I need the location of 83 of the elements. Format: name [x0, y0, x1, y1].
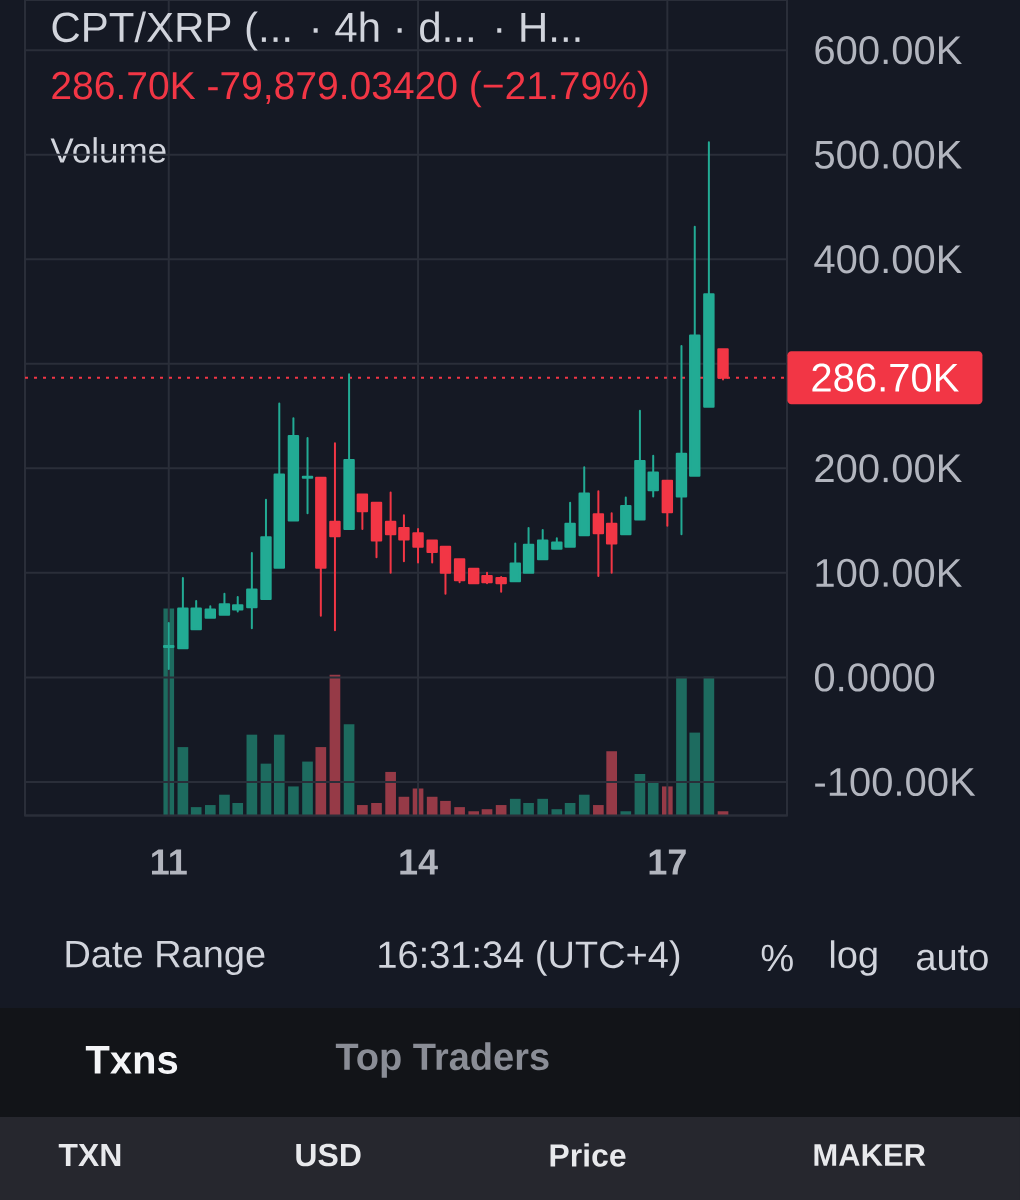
ref-line-label: 286.70K	[812, 363, 959, 392]
y-tick-label: -100.00K	[815, 767, 976, 797]
candlestick	[232, 595, 244, 613]
candlestick	[384, 491, 397, 574]
bar	[273, 734, 285, 816]
candlestick	[495, 576, 507, 593]
chart-title: CPT/XRP (... · 4h · d... · H...	[52, 11, 580, 51]
bar	[385, 771, 396, 816]
candlestick	[163, 622, 175, 671]
candlestick	[605, 512, 618, 574]
y-tick-label: 100.00K	[816, 558, 962, 588]
text: USD	[296, 1143, 361, 1167]
y-tick-label: 500.00K	[815, 140, 962, 169]
bar	[426, 796, 438, 816]
chart-title: Volume	[50, 137, 166, 163]
candlestick	[287, 417, 300, 522]
y-tick-label: 400.00K	[814, 245, 962, 274]
candlestick	[620, 496, 632, 536]
text: Txns	[85, 1046, 178, 1074]
bar	[288, 786, 299, 816]
bar	[204, 805, 216, 816]
x-tick-label: 11	[151, 849, 187, 875]
y-tick-label: 200.00K	[815, 454, 962, 483]
candlestick	[398, 514, 410, 563]
bar	[440, 800, 451, 816]
candlestick	[592, 490, 605, 577]
bar	[232, 802, 244, 816]
text: 16:31:34 (UTC+4)	[379, 940, 680, 976]
candlestick	[509, 542, 521, 583]
candlestick	[356, 493, 369, 530]
candlestick	[343, 373, 355, 530]
bar	[689, 732, 701, 816]
text: 286.70K -79,879.03420 (−21.79%)	[52, 70, 648, 108]
candlestick	[218, 592, 231, 616]
candlestick	[273, 402, 285, 569]
candlestick	[439, 545, 452, 595]
candlestick	[522, 526, 535, 574]
candlestick	[412, 527, 424, 564]
candlestick	[301, 437, 314, 515]
text: TXN	[58, 1143, 121, 1167]
bar	[219, 794, 230, 816]
bar	[593, 805, 604, 816]
bar	[315, 747, 327, 816]
candlestick	[329, 442, 341, 632]
bar	[578, 794, 590, 816]
bar	[371, 802, 382, 816]
text: auto	[917, 945, 988, 971]
text: Price	[550, 1143, 626, 1167]
candlestick	[661, 479, 674, 527]
candlestick	[536, 529, 549, 561]
candlestick	[468, 567, 480, 585]
bar	[329, 674, 341, 816]
candlestick	[703, 141, 715, 408]
bar	[537, 798, 549, 816]
text: MAKER	[814, 1144, 926, 1166]
bar	[676, 676, 687, 816]
y-tick-label: 600.00K	[815, 36, 962, 65]
text: Date Range	[66, 941, 265, 975]
bar	[703, 676, 715, 816]
bar	[509, 798, 521, 816]
candlestick	[426, 539, 438, 564]
candlestick	[578, 466, 590, 537]
bar	[343, 724, 355, 816]
candlestick	[481, 571, 493, 585]
candlestick	[675, 345, 688, 536]
text: %	[761, 944, 793, 972]
candlestick	[315, 476, 327, 617]
bar	[647, 782, 659, 816]
candlestick	[453, 558, 466, 584]
bar	[523, 802, 534, 816]
x-tick-label: 14	[400, 849, 438, 875]
y-tick-label: 0.0000	[814, 663, 935, 692]
candlestick	[370, 501, 383, 559]
candlestick	[689, 225, 701, 477]
candlestick	[260, 498, 272, 600]
candlestick	[246, 552, 258, 630]
bar	[357, 805, 368, 816]
x-tick-label: 17	[649, 849, 686, 875]
text: log	[830, 940, 877, 976]
candlestick	[204, 605, 217, 619]
bar	[302, 761, 313, 816]
text: Top Traders	[335, 1042, 549, 1078]
bar	[606, 751, 617, 816]
